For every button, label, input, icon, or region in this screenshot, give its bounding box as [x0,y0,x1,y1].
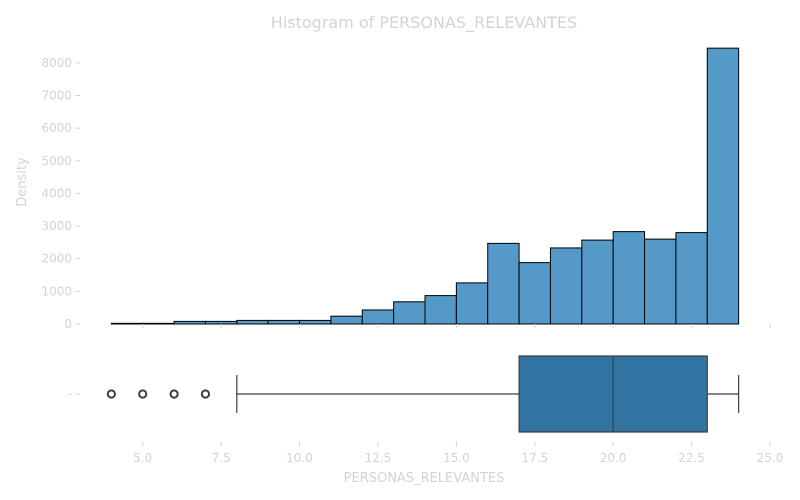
y-tick-label: 3000 [41,219,72,233]
y-tick-label: 0 [64,317,72,331]
histogram-bar [581,239,614,325]
histogram-bar [204,320,238,325]
y-tick-label: 7000 [41,88,72,102]
histogram-panel: 0 1000 2000 3000 4000 5000 6000 7000 8000 [41,47,771,331]
histogram-bar [142,322,175,325]
chart-title: Histogram of PERSONAS_RELEVANTES [271,13,577,33]
box-outlier-point [106,389,116,399]
box-y-tick-label: - [68,387,72,401]
boxplot-panel: - 5.0 7.5 10.0 12.5 15.0 17.5 20.0 22.5 25.0 [68,355,784,465]
histogram-bar [644,238,677,325]
x-tick-label: 5.0 [133,451,152,465]
y-tick-label: 4000 [41,186,72,200]
y-tick-label: 8000 [41,56,72,70]
histogram-bar [424,295,457,325]
x-tick-label: 25.0 [757,451,784,465]
x-tick-label: 10.0 [286,451,313,465]
y-tick-label: 1000 [41,284,72,298]
y-axis-label: Density [15,157,30,207]
x-tick-label: 17.5 [521,451,548,465]
histogram-bar [361,309,395,325]
histogram-bar [267,319,301,325]
histogram-bar [518,262,551,325]
box-outlier-point [169,389,179,399]
x-tick-label: 12.5 [365,451,392,465]
histogram-bar [455,282,489,325]
histogram-bar [236,319,269,325]
histogram-bar [393,301,426,325]
y-tick-label: 5000 [41,154,72,168]
x-tick-label: 22.5 [678,451,705,465]
x-tick-label: 15.0 [443,451,470,465]
x-axis-label: PERSONAS_RELEVANTES [344,471,505,486]
y-tick-label: 2000 [41,252,72,266]
x-tick-label: 20.0 [600,451,627,465]
histogram-bar [173,320,206,325]
histogram-bar [675,232,708,325]
histogram-bar [706,47,740,325]
box-outlier-point [138,389,148,399]
histogram-bar [330,315,363,325]
box-outlier-point [200,389,211,399]
histogram-bar [299,319,332,325]
histogram-bar [612,231,646,325]
x-tick-label: 7.5 [212,451,231,465]
histogram-bar [110,322,144,325]
histogram-bar [549,247,583,325]
y-tick-label: 6000 [41,121,72,135]
histogram-bar [487,242,520,325]
